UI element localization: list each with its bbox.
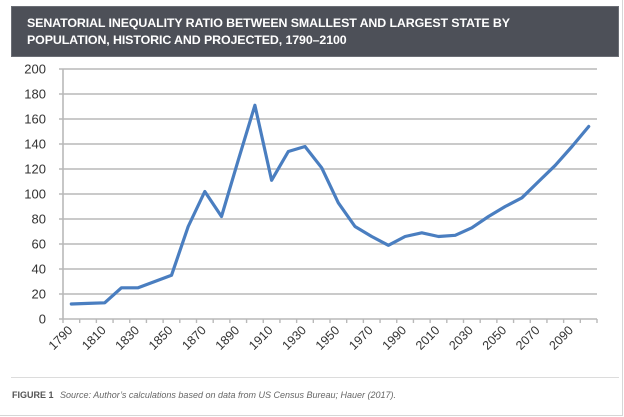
- x-tick-label: 1890: [213, 323, 243, 353]
- x-tick-label: 2010: [413, 323, 443, 353]
- x-tick-label: 2070: [513, 323, 543, 353]
- caption-divider: [11, 377, 619, 378]
- x-tick-label: 1910: [246, 323, 276, 353]
- x-tick-label: 1990: [380, 323, 410, 353]
- y-tick-label: 40: [32, 262, 46, 277]
- figure-label: FIGURE 1: [12, 390, 54, 400]
- x-tick-label: 1970: [346, 323, 376, 353]
- y-tick-label: 60: [32, 237, 46, 252]
- x-tick-label: 2030: [446, 323, 476, 353]
- chart-title: SENATORIAL INEQUALITY RATIO BETWEEN SMAL…: [27, 15, 607, 49]
- x-tick-label: 2090: [547, 323, 577, 353]
- x-tick-label: 1930: [280, 323, 310, 353]
- y-tick-label: 200: [24, 62, 46, 77]
- y-tick-label: 20: [32, 287, 46, 302]
- y-tick-label: 0: [39, 312, 46, 327]
- y-tick-label: 120: [24, 162, 46, 177]
- y-axis: 0 20 40 60 80 100 120 140 160 180 200: [24, 62, 64, 327]
- source-note: Source: Author’s calculations based on d…: [60, 390, 397, 400]
- title-banner: SENATORIAL INEQUALITY RATIO BETWEEN SMAL…: [11, 6, 619, 57]
- y-tick-label: 160: [24, 112, 46, 127]
- y-tick-label: 140: [24, 137, 46, 152]
- chart-title-line-2: POPULATION, HISTORIC AND PROJECTED, 1790…: [27, 33, 347, 47]
- figure-caption: FIGURE 1 Source: Author’s calculations b…: [12, 390, 396, 400]
- chart-title-line-1: SENATORIAL INEQUALITY RATIO BETWEEN SMAL…: [27, 16, 510, 30]
- x-tick-label: 1810: [79, 323, 109, 353]
- series-layer: [69, 103, 591, 306]
- x-tick-label: 1790: [46, 323, 76, 353]
- x-tick-label: 1830: [113, 323, 143, 353]
- line-chart: 0 20 40 60 80 100 120 140 160 180 200 1790 1810 1830…: [24, 62, 598, 353]
- x-tick-label: 2050: [480, 323, 510, 353]
- y-tick-label: 180: [24, 87, 46, 102]
- y-tick-label: 80: [32, 212, 46, 227]
- x-axis: 1790 1810 1830 1850 1870 1890 1910 1930 1950 1970…: [46, 318, 598, 353]
- x-tick-label: 1850: [146, 323, 176, 353]
- series-line: [69, 103, 591, 306]
- x-tick-label: 1870: [179, 323, 209, 353]
- y-tick-label: 100: [24, 187, 46, 202]
- gridlines: [59, 68, 597, 295]
- x-tick-label: 1950: [313, 323, 343, 353]
